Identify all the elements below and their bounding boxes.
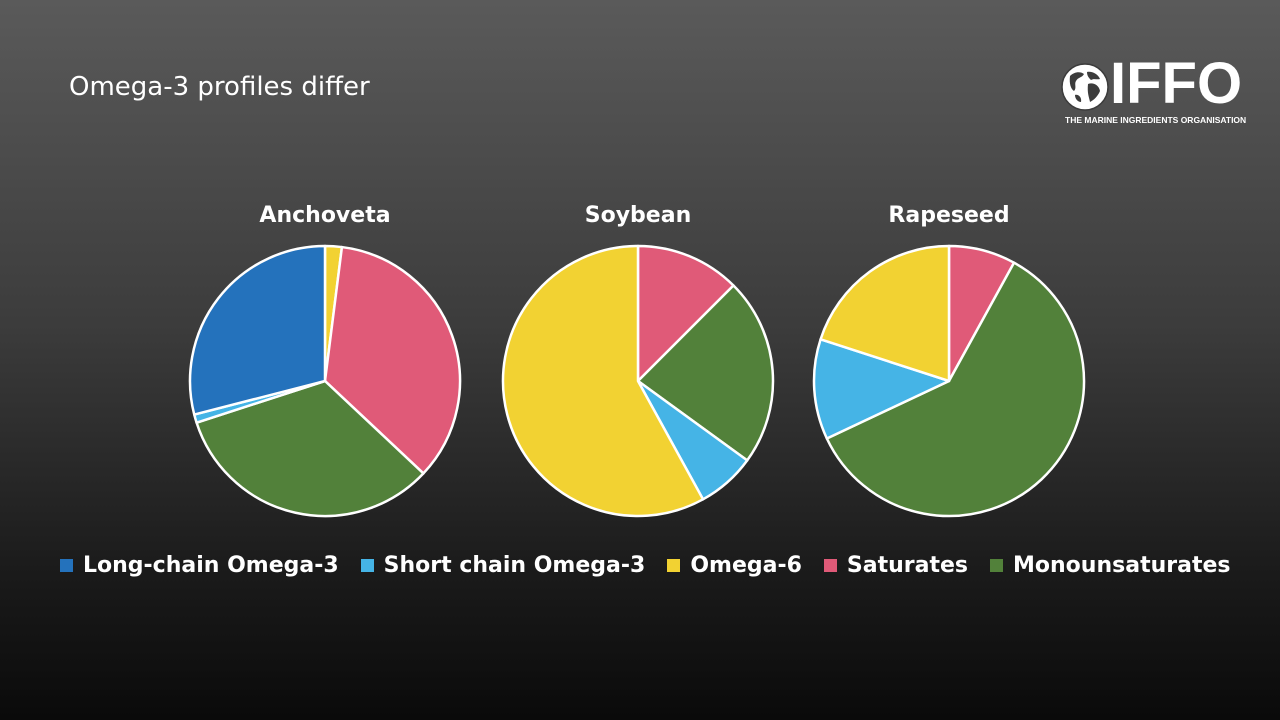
- legend-label: Short chain Omega-3: [383, 552, 646, 578]
- slide-title: Omega-3 profiles differ: [69, 72, 370, 102]
- legend-label: Long-chain Omega-3: [83, 552, 339, 578]
- legend-label: Omega-6: [690, 552, 802, 578]
- legend-swatch: [360, 558, 374, 572]
- legend-item-saturates: Saturates: [823, 552, 969, 578]
- logo-wordmark: IFFO: [1110, 51, 1243, 116]
- pie-slice-rapeseed-short-chain-omega-3: [812, 338, 951, 440]
- legend-swatch: [990, 558, 1004, 572]
- pie-slice-soybean-monounsaturates: [636, 284, 775, 462]
- pie-slice-anchoveta-monounsaturates: [195, 379, 425, 518]
- legend-swatch: [667, 558, 681, 572]
- legend-item-short-chain-omega-3: Short chain Omega-3: [360, 552, 646, 578]
- legend-label: Saturates: [846, 552, 969, 578]
- legend-label: Monounsaturates: [1013, 552, 1231, 578]
- pie-slice-soybean-omega-6: [501, 244, 705, 518]
- pie-slice-anchoveta-saturates: [323, 245, 462, 475]
- legend-item-omega-6: Omega-6: [667, 553, 802, 578]
- pie-title-rapeseed: Rapeseed: [888, 203, 1009, 228]
- globe-icon: [1061, 63, 1109, 111]
- iffo-logo: IFFO THE MARINE INGREDIENTS ORGANISATION: [1058, 54, 1248, 130]
- legend-item-monounsaturates: Monounsaturates: [990, 553, 1230, 578]
- legend-item-long-chain-omega-3: Long-chain Omega-3: [60, 553, 339, 578]
- pie-slice-rapeseed-monounsaturates: [825, 261, 1086, 518]
- pie-slice-anchoveta-long-chain-omega-3: [188, 244, 327, 416]
- chart-legend: Long-chain Omega-3 Short chain Omega-3 Ome…: [60, 550, 1230, 580]
- logo-tagline: THE MARINE INGREDIENTS ORGANISATION: [1065, 115, 1247, 125]
- legend-swatch: [60, 558, 73, 572]
- pie-title-anchoveta: Anchoveta: [259, 203, 390, 228]
- legend-swatch: [823, 558, 837, 572]
- pie-slice-rapeseed-omega-6: [819, 244, 951, 383]
- pie-slice-soybean-saturates: [636, 244, 735, 383]
- pie-title-soybean: Soybean: [585, 203, 691, 228]
